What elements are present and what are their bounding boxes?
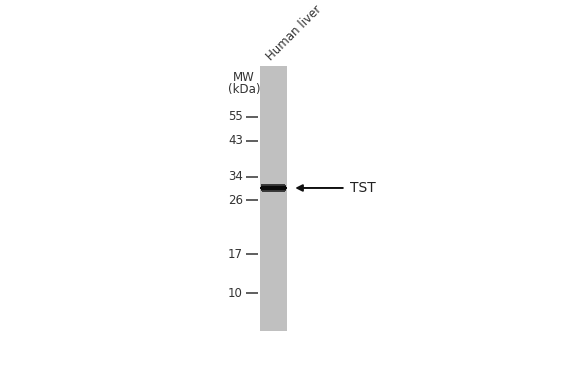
Text: 26: 26	[228, 194, 243, 207]
Text: TST: TST	[350, 181, 376, 195]
Text: Human liver: Human liver	[264, 3, 325, 63]
Text: 34: 34	[228, 170, 243, 183]
Text: 55: 55	[228, 110, 243, 123]
Text: 43: 43	[228, 134, 243, 147]
Text: (kDa): (kDa)	[228, 82, 260, 96]
Text: MW: MW	[233, 71, 255, 84]
Text: 10: 10	[228, 287, 243, 300]
Bar	[261, 186, 286, 190]
Bar	[260, 66, 287, 331]
Text: 17: 17	[228, 248, 243, 261]
